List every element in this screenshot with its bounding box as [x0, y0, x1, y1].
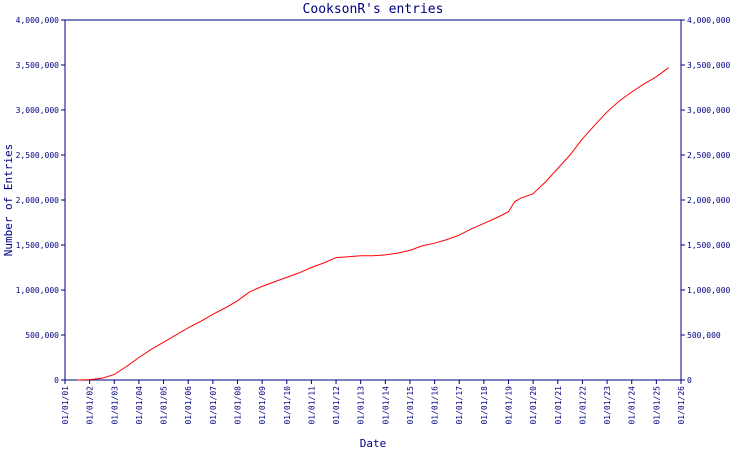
y-tick-label-right: 500,000 — [687, 331, 721, 340]
x-tick-label: 01/01/09 — [258, 386, 267, 425]
x-tick-label: 01/01/13 — [357, 386, 366, 425]
y-tick-label-right: 2,000,000 — [687, 196, 731, 205]
x-tick-label: 01/01/04 — [135, 386, 144, 425]
x-tick-label: 01/01/08 — [233, 386, 242, 425]
x-axis-label: Date — [360, 437, 387, 450]
x-tick-label: 01/01/26 — [677, 386, 686, 425]
y-axis-right: 0 500,000 1,000,000 1,500,000 2,000,000 2,500… — [681, 16, 731, 385]
x-tick-label: 01/01/12 — [332, 386, 341, 425]
plot-area-frame — [64, 19, 682, 381]
x-tick-label: 01/01/11 — [307, 386, 316, 425]
x-tick-label: 01/01/22 — [578, 386, 587, 425]
x-tick-label: 01/01/05 — [160, 386, 169, 425]
y-tick-label-left: 3,000,000 — [16, 106, 60, 115]
x-tick-label: 01/01/18 — [480, 386, 489, 425]
y-tick-label-left: 0 — [54, 376, 59, 385]
y-tick-label-left: 4,000,000 — [16, 16, 60, 25]
x-tick-label: 01/01/25 — [652, 386, 661, 425]
y-tick-label-left: 1,000,000 — [16, 286, 60, 295]
x-tick-label: 01/01/15 — [406, 386, 415, 425]
x-axis: 01/01/01 01/01/02 01/01/03 01/01/04 01/01/05… — [61, 380, 686, 425]
x-tick-label: 01/01/16 — [431, 386, 440, 425]
y-tick-label-left: 2,500,000 — [16, 151, 60, 160]
y-axis-left: 0 500,000 1,000,000 1,500,000 2,000,000 2,500… — [16, 16, 65, 385]
y-tick-label-right: 3,500,000 — [687, 61, 731, 70]
x-tick-label: 01/01/10 — [283, 386, 292, 425]
y-tick-label-right: 4,000,000 — [687, 16, 731, 25]
x-tick-label: 01/01/02 — [86, 386, 95, 425]
x-tick-label: 01/01/07 — [209, 386, 218, 425]
x-tick-label: 01/01/01 — [61, 386, 70, 425]
y-tick-label-right: 1,500,000 — [687, 241, 731, 250]
y-tick-label-right: 3,000,000 — [687, 106, 731, 115]
y-tick-label-right: 1,000,000 — [687, 286, 731, 295]
y-tick-label-left: 1,500,000 — [16, 241, 60, 250]
x-tick-label: 01/01/23 — [603, 386, 612, 425]
y-axis-label: Number of Entries — [2, 144, 15, 257]
chart-title: CooksonR's entries — [303, 2, 444, 17]
x-tick-label: 01/01/24 — [628, 386, 637, 425]
x-tick-label: 01/01/03 — [110, 386, 119, 425]
x-tick-label: 01/01/14 — [381, 386, 390, 425]
y-tick-label-right: 0 — [687, 376, 692, 385]
x-tick-label: 01/01/19 — [505, 386, 514, 425]
y-tick-label-right: 2,500,000 — [687, 151, 731, 160]
series-line — [77, 67, 669, 381]
y-tick-label-left: 2,000,000 — [16, 196, 60, 205]
y-tick-label-left: 500,000 — [25, 331, 59, 340]
x-tick-label: 01/01/20 — [529, 386, 538, 425]
x-tick-label: 01/01/17 — [455, 386, 464, 425]
x-tick-label: 01/01/06 — [184, 386, 193, 425]
x-tick-label: 01/01/21 — [554, 386, 563, 425]
y-tick-label-left: 3,500,000 — [16, 61, 60, 70]
